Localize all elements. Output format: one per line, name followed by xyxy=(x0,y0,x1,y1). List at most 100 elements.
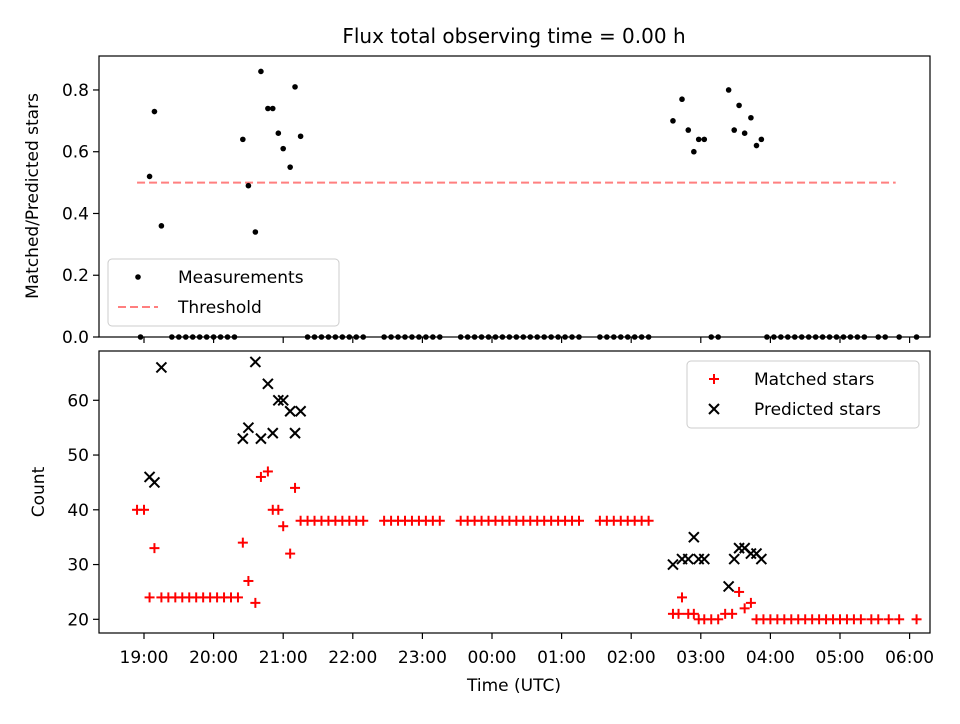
bottom-y-axis-label: Count xyxy=(29,466,49,517)
predicted-star-point xyxy=(242,421,255,434)
bottom-y-tick-label: 20 xyxy=(67,610,89,630)
predicted-star-stroke-b xyxy=(294,405,307,417)
matched-star-point xyxy=(739,603,750,614)
bottom-plot-frame xyxy=(98,350,931,634)
predicted-star-stroke-b xyxy=(267,427,279,439)
measurement-point xyxy=(151,108,158,115)
matched-star-point xyxy=(873,614,884,625)
predicted-star-stroke-b xyxy=(688,531,700,543)
top-plot-frame xyxy=(98,55,931,338)
matched-star-point xyxy=(855,614,866,625)
matched-star-point xyxy=(643,515,654,526)
bottom-y-ticks: 20 30 40 50 60 xyxy=(67,391,99,630)
matched-star-point xyxy=(358,515,369,526)
x-tick-label: 03:00 xyxy=(676,648,725,668)
predicted-star-point xyxy=(155,361,168,374)
measurement-point xyxy=(748,114,754,121)
predicted-star-stroke-b xyxy=(237,432,249,445)
predicted-star-stroke-b xyxy=(750,547,763,560)
bottom-plot: 20 30 40 50 60 19:00 20:00 21:00 22:00 23:00 00:0… xyxy=(29,350,934,696)
measurement-point xyxy=(265,105,271,112)
matched-star-point xyxy=(237,537,248,548)
matched-star-point xyxy=(434,515,445,526)
top-y-tick-label: 0.6 xyxy=(62,143,89,163)
bottom-y-tick-label: 40 xyxy=(67,501,89,521)
matched-star-point xyxy=(250,597,261,608)
measurement-point xyxy=(240,136,246,143)
predicted-star-point xyxy=(728,553,740,565)
predicted-star-stroke-b xyxy=(722,580,735,593)
predicted-star-point xyxy=(755,553,768,565)
bottom-y-tick-label: 30 xyxy=(67,556,89,576)
measurement-point xyxy=(158,223,165,229)
predicted-star-point xyxy=(249,356,262,368)
predicted-star-stroke-b xyxy=(242,421,255,434)
predicted-star-stroke-b xyxy=(262,378,274,390)
measurement-point xyxy=(269,105,276,112)
matched-star-point xyxy=(911,614,922,625)
predicted-star-point xyxy=(682,553,694,565)
x-tick-label: 21:00 xyxy=(259,648,308,668)
x-tick-label: 19:00 xyxy=(120,648,169,668)
top-legend-box xyxy=(107,258,340,327)
x-tick-label: 04:00 xyxy=(746,648,795,668)
legend-measurements-label: Measurements xyxy=(178,268,304,288)
legend-predicted-marker xyxy=(708,403,720,415)
top-legend: Measurements Threshold xyxy=(107,258,340,327)
matched-star-point xyxy=(273,504,284,515)
predicted-star-point xyxy=(294,405,307,417)
top-y-ticks: 0.0 0.2 0.4 0.6 0.8 xyxy=(62,81,99,348)
predicted-star-stroke-b xyxy=(143,471,156,483)
matched-star-point xyxy=(713,614,724,625)
measurement-point xyxy=(695,136,702,143)
matched-star-point xyxy=(574,515,584,526)
measurement-point xyxy=(252,229,259,235)
matched-star-point xyxy=(278,521,289,532)
legend-predicted-label: Predicted stars xyxy=(754,400,881,420)
predicted-star-point xyxy=(733,542,745,554)
matched-star-point xyxy=(290,482,301,493)
top-y-tick-label: 0.0 xyxy=(62,328,89,348)
legend-matched-marker xyxy=(709,374,719,384)
matched-star-point xyxy=(734,586,745,597)
measurement-point xyxy=(731,127,738,133)
bottom-y-tick-label: 60 xyxy=(67,391,89,411)
matched-star-point xyxy=(139,504,149,515)
matched-star-point xyxy=(243,575,254,586)
predicted-star-point xyxy=(693,553,705,565)
top-y-axis-label: Matched/Predicted stars xyxy=(23,93,43,299)
bottom-y-tick-label: 50 xyxy=(67,446,89,466)
legend-threshold-label: Threshold xyxy=(177,298,262,318)
matched-star-point xyxy=(255,471,266,482)
x-tick-label: 22:00 xyxy=(328,648,377,668)
top-y-tick-label: 0.2 xyxy=(62,266,89,286)
x-tick-label: 00:00 xyxy=(468,648,517,668)
legend-matched-label: Matched stars xyxy=(754,370,874,390)
predicted-star-point xyxy=(148,476,161,489)
predicted-star-stroke-b xyxy=(698,553,710,565)
predicted-star-stroke-b xyxy=(148,476,161,489)
top-y-tick-label: 0.4 xyxy=(62,204,89,224)
x-tick-label: 23:00 xyxy=(398,648,447,668)
measurement-point xyxy=(679,96,685,103)
predicted-star-point xyxy=(277,394,289,406)
matched-star-point xyxy=(677,592,688,603)
predicted-star-stroke-b xyxy=(728,553,740,565)
predicted-star-stroke-b xyxy=(277,394,289,406)
top-plot: 0.00.20.40.60.8 Matched/Predicted stars … xyxy=(23,55,931,348)
top-x-ticks xyxy=(143,337,911,343)
predicted-star-point xyxy=(698,553,710,565)
predicted-star-point xyxy=(722,580,735,593)
predicted-star-stroke-b xyxy=(682,553,694,565)
x-tick-label: 20:00 xyxy=(189,648,238,668)
matched-star-point xyxy=(285,548,296,559)
x-tick-label: 01:00 xyxy=(537,648,586,668)
measurement-point xyxy=(280,145,287,152)
matched-star-point xyxy=(232,592,243,603)
predicted-star-point xyxy=(237,432,249,445)
predicted-star-point xyxy=(255,432,267,445)
top-y-tick-label: 0.8 xyxy=(62,81,89,101)
predicted-star-stroke-b xyxy=(289,427,301,439)
matched-star-point xyxy=(673,608,684,619)
